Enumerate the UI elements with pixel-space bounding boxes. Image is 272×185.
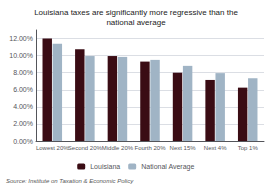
svg-text:Lowest 20%: Lowest 20% [36, 145, 69, 151]
svg-text:10.00%: 10.00% [9, 52, 33, 59]
svg-text:Louisiana taxes are significan: Louisiana taxes are significantly more r… [34, 8, 238, 17]
svg-text:national average: national average [106, 18, 166, 27]
svg-text:4.00%: 4.00% [13, 103, 33, 110]
svg-text:6.00%: 6.00% [13, 86, 33, 93]
svg-text:8.00%: 8.00% [13, 69, 33, 76]
svg-text:Middle 20%: Middle 20% [102, 145, 134, 151]
svg-text:Top 1%: Top 1% [238, 145, 259, 151]
svg-text:Next 15%: Next 15% [170, 145, 197, 151]
svg-text:Fourth 20%: Fourth 20% [134, 145, 166, 151]
svg-text:Louisiana: Louisiana [90, 163, 120, 170]
svg-text:12.00%: 12.00% [9, 35, 33, 42]
svg-text:National Average: National Average [141, 163, 194, 171]
svg-text:Source: Institute on Taxation: Source: Institute on Taxation & Economic… [6, 178, 134, 184]
svg-text:Next 4%: Next 4% [204, 145, 227, 151]
svg-text:Second 20%: Second 20% [68, 145, 103, 151]
svg-text:0.00%: 0.00% [13, 138, 33, 145]
svg-text:2.00%: 2.00% [13, 120, 33, 127]
